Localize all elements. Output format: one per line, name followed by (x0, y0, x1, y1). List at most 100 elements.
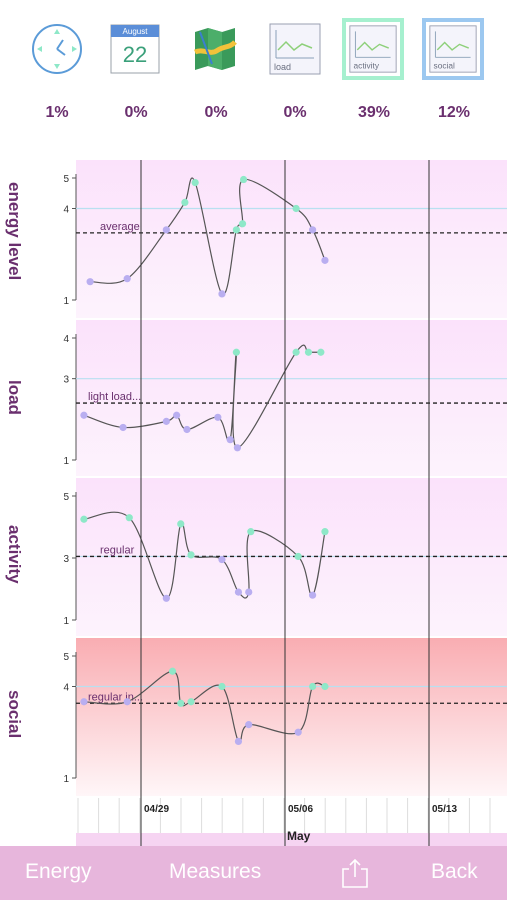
activity-chart-label: activity (354, 60, 380, 70)
data-point[interactable] (317, 348, 325, 356)
data-point[interactable] (177, 520, 185, 528)
y-tick-label: 5 (63, 174, 69, 185)
data-point[interactable] (162, 594, 170, 602)
clock-percent: 1% (45, 104, 69, 121)
map-icon (193, 28, 237, 70)
y-tick-label: 1 (63, 456, 69, 467)
data-point[interactable] (168, 667, 177, 675)
activity-button[interactable]: activity (342, 18, 404, 80)
data-point[interactable] (183, 425, 191, 434)
energy-tab[interactable]: Energy (25, 860, 92, 883)
load-button[interactable]: load (264, 18, 326, 80)
load-percent: 0% (283, 104, 307, 121)
data-point[interactable] (292, 348, 300, 356)
y-tick-label: 1 (63, 296, 69, 307)
calendar-button[interactable]: August 22 (104, 18, 166, 80)
load-chart-icon: load (269, 23, 321, 75)
chart-row-activity[interactable]: 1 3 5 regular (63, 478, 507, 636)
y-tick-label: 4 (63, 334, 69, 345)
data-point[interactable] (218, 682, 226, 691)
data-point[interactable] (86, 278, 94, 286)
data-point[interactable] (125, 514, 133, 522)
data-point[interactable] (304, 348, 313, 356)
row-background (76, 320, 507, 476)
x-date-label: 05/13 (432, 804, 457, 815)
data-point[interactable] (294, 728, 302, 736)
data-point[interactable] (247, 528, 255, 536)
clock-button[interactable] (26, 18, 88, 80)
data-point[interactable] (181, 198, 189, 206)
data-point[interactable] (321, 256, 329, 264)
activity-percent: 39% (357, 104, 391, 121)
y-tick-label: 3 (63, 554, 69, 565)
bottom-bar: Energy Measures Back (0, 846, 507, 900)
data-point[interactable] (239, 175, 248, 184)
social-button[interactable]: social (422, 18, 484, 80)
data-point[interactable] (232, 348, 240, 356)
measures-tab[interactable]: Measures (169, 860, 262, 883)
data-point[interactable] (309, 682, 317, 691)
data-point[interactable] (80, 698, 88, 706)
data-point[interactable] (226, 436, 234, 444)
data-point[interactable] (234, 737, 243, 746)
row-background (76, 638, 507, 796)
activity-chart-icon: activity (349, 25, 397, 73)
map-button[interactable] (184, 18, 246, 80)
social-chart-icon: social (429, 25, 477, 73)
data-point[interactable] (173, 411, 181, 419)
share-icon[interactable] (340, 857, 370, 889)
data-point[interactable] (80, 411, 88, 419)
calendar-month: August (123, 27, 149, 36)
data-point[interactable] (214, 413, 222, 421)
calendar-percent: 0% (124, 104, 148, 121)
calendar-icon: August 22 (110, 24, 160, 74)
data-point[interactable] (162, 417, 170, 425)
data-point[interactable] (294, 552, 302, 561)
load-chart-label: load (274, 62, 291, 72)
data-point[interactable] (309, 226, 317, 234)
data-point[interactable] (309, 591, 317, 599)
data-point[interactable] (245, 588, 253, 596)
clock-icon (32, 24, 82, 74)
data-point[interactable] (218, 290, 226, 298)
data-point[interactable] (238, 220, 247, 228)
chart-row-energy-level[interactable]: 1 4 5 average (63, 160, 507, 318)
y-tick-label: 5 (63, 492, 69, 503)
data-point[interactable] (245, 721, 253, 729)
row-background (76, 160, 507, 318)
data-point[interactable] (234, 588, 243, 596)
data-point[interactable] (187, 551, 195, 559)
y-tick-label: 4 (63, 683, 69, 694)
back-button[interactable]: Back (431, 860, 478, 883)
data-point[interactable] (191, 178, 199, 187)
y-tick-label: 3 (63, 375, 69, 386)
x-month-label: May (287, 829, 311, 843)
data-point[interactable] (218, 555, 226, 564)
data-point[interactable] (177, 699, 185, 707)
baseline-label: average (100, 221, 140, 233)
x-date-label: 05/06 (288, 804, 313, 815)
data-point[interactable] (321, 528, 329, 536)
data-point[interactable] (233, 444, 242, 452)
data-point[interactable] (80, 515, 88, 523)
baseline-label: light load... (88, 391, 141, 403)
data-point[interactable] (292, 204, 300, 213)
data-point[interactable] (321, 682, 329, 691)
data-point[interactable] (119, 423, 127, 432)
toolbar: August 22 load activity (0, 0, 507, 150)
y-tick-label: 1 (63, 774, 69, 785)
data-point[interactable] (187, 698, 195, 706)
data-point[interactable] (232, 226, 240, 234)
social-chart-label: social (434, 60, 455, 70)
data-point[interactable] (123, 698, 131, 706)
x-date-label: 04/29 (144, 804, 169, 815)
social-percent: 12% (437, 104, 471, 121)
data-point[interactable] (162, 226, 170, 234)
chart-row-load[interactable]: 1 3 4 light load... (63, 320, 507, 476)
x-axis-strip (76, 833, 507, 846)
y-tick-label: 5 (63, 652, 69, 663)
baseline-label: regular (100, 544, 135, 556)
data-point[interactable] (123, 275, 131, 283)
